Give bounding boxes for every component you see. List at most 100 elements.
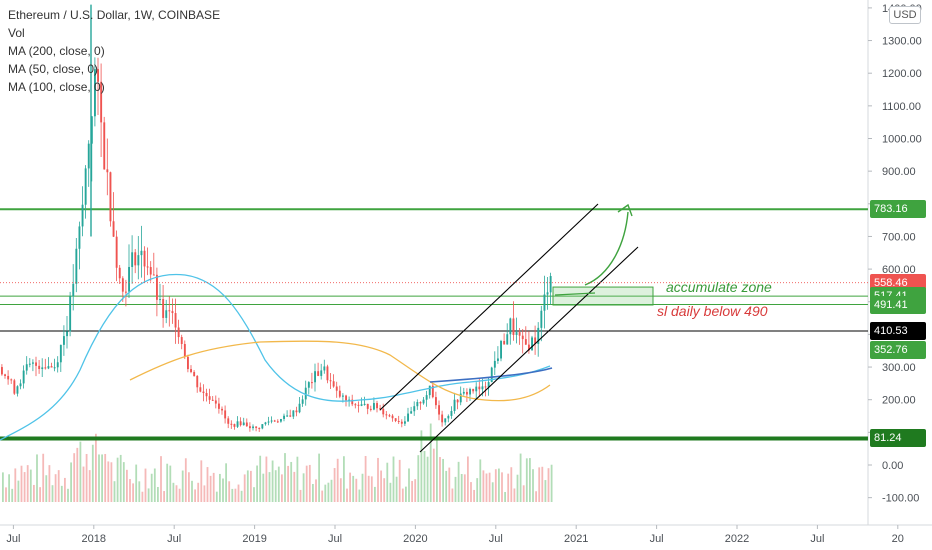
volume-bar bbox=[122, 462, 125, 502]
volume-bar bbox=[222, 478, 224, 502]
channel-upper-line[interactable] bbox=[379, 203, 599, 411]
volume-bar bbox=[101, 454, 103, 502]
candle-body bbox=[326, 366, 329, 381]
volume-bar bbox=[343, 456, 345, 502]
candle-body bbox=[304, 387, 307, 400]
volume-bar bbox=[476, 478, 479, 502]
candle-body bbox=[66, 331, 68, 337]
volume-bar bbox=[60, 485, 63, 502]
volume-bar bbox=[321, 490, 324, 502]
volume-bar bbox=[11, 488, 14, 502]
candle-body bbox=[7, 375, 10, 380]
candle-body bbox=[245, 422, 248, 427]
candle-body bbox=[472, 388, 475, 392]
indicator-ma-200[interactable]: MA (200, close, 0) bbox=[8, 44, 105, 58]
channel-lower-line[interactable] bbox=[419, 246, 639, 453]
volume-bar bbox=[234, 488, 237, 502]
volume-bar bbox=[408, 468, 410, 502]
candle-body bbox=[311, 382, 313, 384]
candle-body bbox=[435, 397, 437, 406]
currency-button[interactable]: USD bbox=[889, 6, 921, 24]
candle-body bbox=[162, 299, 165, 318]
volume-bar bbox=[73, 453, 76, 502]
candle-body bbox=[373, 403, 375, 410]
projection-arrow[interactable] bbox=[584, 211, 629, 286]
indicator-ma-50[interactable]: MA (50, close, 0) bbox=[8, 62, 99, 76]
volume-bar bbox=[29, 469, 32, 502]
candle-body bbox=[78, 226, 81, 249]
volume-bar bbox=[191, 480, 193, 502]
candle-body bbox=[283, 415, 285, 419]
price-axis-label: 81.24 bbox=[870, 429, 926, 448]
volume-bar bbox=[141, 491, 144, 502]
candle-body bbox=[81, 204, 84, 227]
volume-bar bbox=[312, 483, 314, 502]
candle-body bbox=[137, 255, 140, 266]
candle-body bbox=[475, 386, 478, 392]
candle-body bbox=[528, 344, 530, 351]
volume-bar bbox=[26, 465, 29, 502]
candle-body bbox=[168, 310, 171, 312]
price-axis-label: 783.16 bbox=[870, 200, 926, 219]
volume-bar bbox=[535, 491, 537, 502]
candle-body bbox=[128, 266, 130, 292]
volume-bar bbox=[488, 472, 491, 502]
volume-bar bbox=[237, 484, 240, 502]
volume-bar bbox=[200, 460, 203, 502]
candle-body bbox=[531, 337, 533, 351]
candle-body bbox=[466, 391, 468, 395]
candle-body bbox=[295, 410, 298, 413]
candle-body bbox=[447, 415, 450, 419]
accumulate-zone-box[interactable] bbox=[552, 286, 654, 306]
candle-body bbox=[323, 366, 326, 371]
volume-bar bbox=[129, 479, 131, 502]
candle-body bbox=[264, 422, 267, 425]
x-tick-label: 2020 bbox=[403, 533, 427, 545]
candle-body bbox=[84, 168, 87, 205]
volume-bar bbox=[243, 474, 246, 502]
volume-bar bbox=[432, 448, 435, 502]
candle-body bbox=[366, 403, 369, 409]
indicator-ma-100[interactable]: MA (100, close, 0) bbox=[8, 80, 105, 94]
candle-body bbox=[276, 421, 279, 423]
volume-bar bbox=[544, 480, 547, 502]
candle-body bbox=[422, 399, 425, 404]
volume-bar bbox=[219, 473, 221, 502]
candle-body bbox=[131, 252, 134, 267]
candle-body bbox=[534, 337, 537, 344]
candle-body bbox=[32, 362, 34, 364]
ma-50-line[interactable] bbox=[0, 273, 551, 441]
ma-100-line[interactable] bbox=[129, 340, 551, 402]
volume-bar bbox=[126, 469, 128, 502]
y-tick-label: 0.00 bbox=[882, 460, 903, 472]
x-tick-label: Jul bbox=[489, 533, 503, 545]
candle-body bbox=[521, 335, 524, 340]
candle-body bbox=[286, 415, 289, 417]
candle-body bbox=[438, 405, 440, 415]
volume-bar bbox=[160, 456, 162, 502]
volume-bar bbox=[104, 453, 107, 502]
candle-body bbox=[193, 372, 196, 377]
volume-bar bbox=[470, 482, 472, 502]
volume-bar bbox=[274, 470, 277, 502]
candle-body bbox=[242, 422, 245, 426]
volume-bar bbox=[175, 485, 178, 502]
volume-bar bbox=[287, 465, 289, 502]
volume-bar bbox=[163, 491, 165, 502]
arrow-to-zone bbox=[554, 292, 596, 296]
candle-body bbox=[180, 337, 183, 344]
volume-bar bbox=[299, 489, 302, 502]
indicator-vol[interactable]: Vol bbox=[8, 26, 25, 40]
candle-body bbox=[90, 116, 93, 144]
ma-200-line[interactable] bbox=[429, 367, 553, 383]
volume-bar bbox=[42, 453, 45, 502]
volume-bar bbox=[308, 464, 311, 502]
volume-bar bbox=[184, 458, 187, 502]
candle-body bbox=[47, 366, 50, 369]
candle-body bbox=[146, 266, 149, 268]
candle-body bbox=[25, 364, 28, 371]
candle-body bbox=[239, 421, 242, 426]
x-tick-label: Jul bbox=[810, 533, 824, 545]
candle-body bbox=[255, 426, 258, 428]
volume-bar bbox=[504, 491, 506, 502]
